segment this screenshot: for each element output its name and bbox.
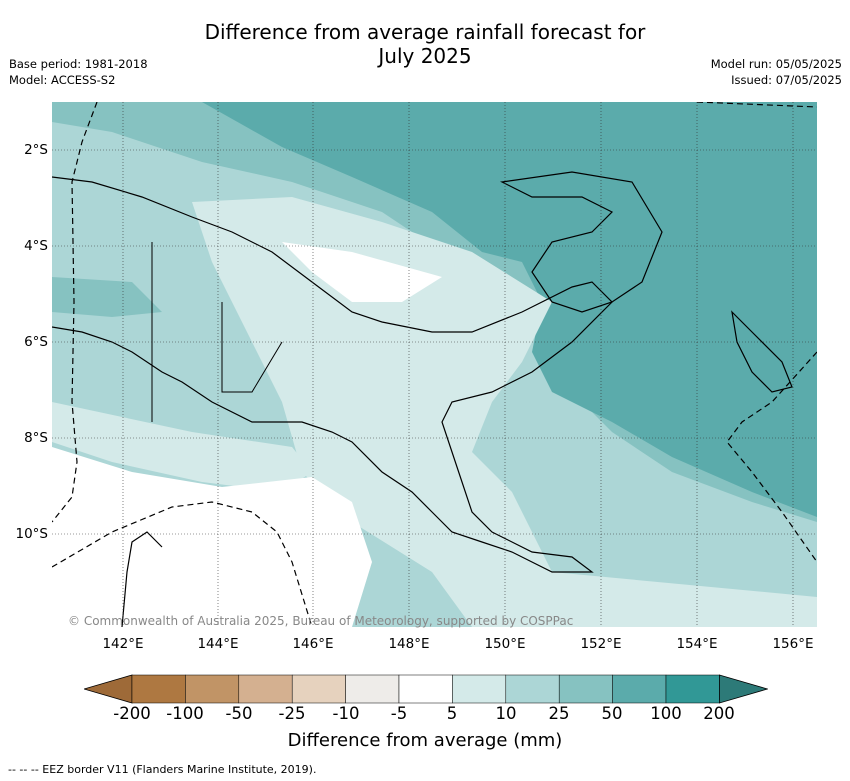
meta-left: Base period: 1981-2018 Model: ACCESS-S2 [9,56,148,88]
colorbar-extend-low [84,674,133,704]
lon-tick: 142°E [102,636,144,652]
title-line-2: July 2025 [378,44,472,68]
cape-york-coastline [121,531,163,627]
meta-right: Model run: 05/05/2025 Issued: 07/05/2025 [711,56,842,88]
lon-tick: 144°E [197,636,239,652]
lat-tick: 8°S [24,430,48,446]
zone-50-100 [52,102,817,517]
lat-tick: 2°S [24,142,48,158]
lon-tick: 152°E [580,636,622,652]
lon-tick: 146°E [292,636,334,652]
eez-legend-note: -- -- -- EEZ border V11 (Flanders Marine… [8,763,317,776]
new-guinea-coastline [52,176,613,573]
colorbar-cell [345,674,400,704]
colorbar-cell [291,674,346,704]
colorbar-cell [665,674,720,704]
map-title: Difference from average rainfall forecas… [0,20,850,68]
lon-tick: 156°E [772,636,814,652]
colorbar-tick: -100 [166,704,204,723]
title-line-1: Difference from average rainfall forecas… [204,20,646,44]
colorbar-tick: -200 [113,704,151,723]
zone-25-50-west [52,277,162,317]
zone-near-normal-north [282,242,442,302]
colorbar [84,674,768,704]
zone-5-10-south [52,402,312,492]
zone-5-10 [192,197,817,627]
colorbar-tick: 25 [548,704,570,723]
colorbar-cell [131,674,186,704]
lat-tick: 10°S [15,526,49,542]
colorbar-cell [558,674,613,704]
issued-date: Issued: 07/05/2025 [731,73,842,87]
colorbar-extend-high [719,674,768,704]
colorbar-tick: 200 [703,704,735,723]
lon-tick: 148°E [388,636,430,652]
colorbar-cell [185,674,240,704]
copyright-notice: © Commonwealth of Australia 2025, Bureau… [68,614,574,628]
png-indonesia-border [151,242,283,422]
bougainville-coastline [731,310,793,393]
colorbar-tick: 10 [495,704,517,723]
eez-borders [52,102,817,627]
gridlines [52,102,817,627]
model-name: Model: ACCESS-S2 [9,73,116,87]
colorbar-tick: -25 [278,704,306,723]
colorbar-tick: 5 [446,704,458,723]
base-period: Base period: 1981-2018 [9,57,148,71]
colorbar-cell [452,674,507,704]
colorbar-tick: -50 [225,704,253,723]
rainfall-map [52,102,817,627]
colorbar-cell [398,674,453,704]
lon-tick: 154°E [676,636,718,652]
lon-tick: 150°E [484,636,526,652]
colorbar-label: Difference from average (mm) [287,730,563,751]
lat-tick: 4°S [24,238,48,254]
colorbar-cell [612,674,667,704]
lat-tick: 6°S [24,334,48,350]
new-britain-coastline [500,171,663,313]
colorbar-cell [505,674,560,704]
colorbar-cell [238,674,293,704]
colorbar-tick: -10 [332,704,360,723]
colorbar-tick: -5 [390,704,408,723]
zone-near-normal-south [52,447,372,627]
model-run: Model run: 05/05/2025 [710,57,842,71]
colorbar-tick: 100 [650,704,682,723]
colorbar-tick: 50 [601,704,623,723]
